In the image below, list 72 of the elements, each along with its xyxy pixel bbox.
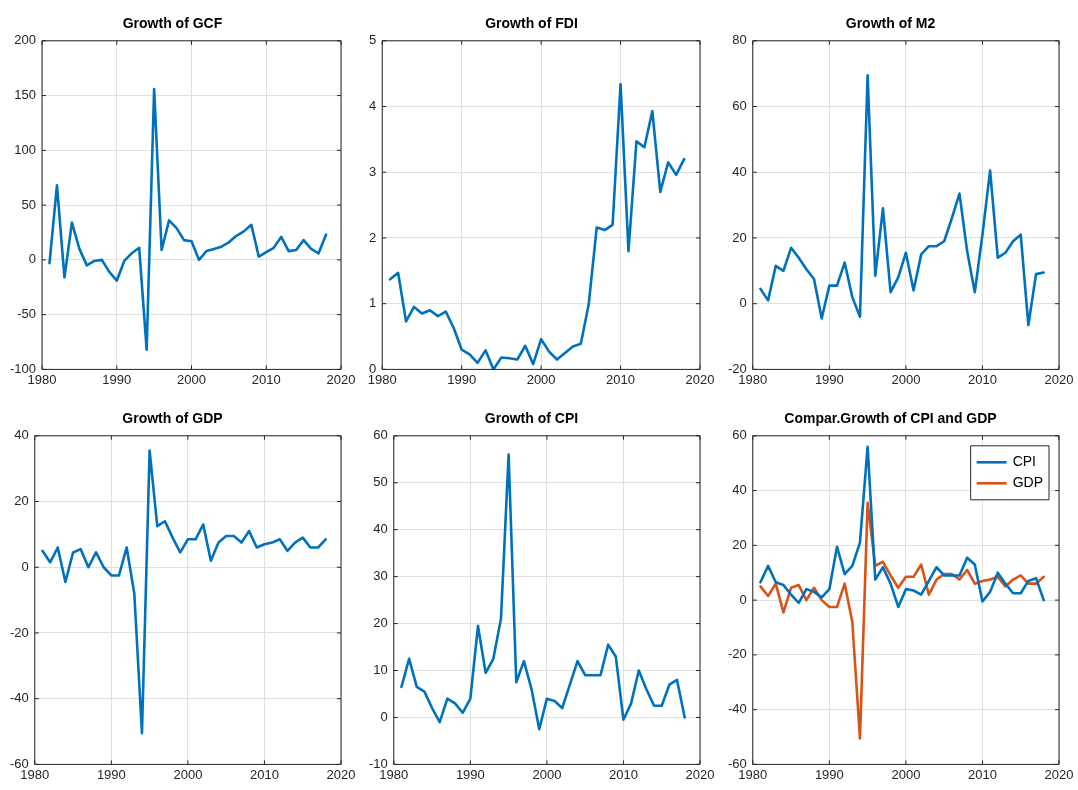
y-tick-label: -20 <box>727 646 747 662</box>
y-tick-label: 60 <box>732 427 747 443</box>
x-tick-label: 2010 <box>967 371 997 387</box>
y-tick-label: 0 <box>21 558 29 574</box>
y-tick-label: -40 <box>727 701 747 717</box>
y-tick-label: 40 <box>373 521 388 537</box>
legend-label: CPI <box>1012 453 1037 470</box>
x-tick-label: 2020 <box>1044 766 1074 782</box>
y-tick-label: 60 <box>732 98 747 114</box>
x-tick-label: 2020 <box>1044 371 1074 387</box>
y-tick-label: -40 <box>9 690 29 706</box>
chart-title: Growth of M2 <box>845 15 936 32</box>
x-tick-label: 1990 <box>814 371 844 387</box>
y-tick-label: 0 <box>369 360 377 376</box>
x-tick-label: 1990 <box>96 766 126 782</box>
chart-title: Growth of GDP <box>122 410 223 427</box>
x-tick-label: 2000 <box>526 371 556 387</box>
x-tick-label: 1990 <box>455 766 485 782</box>
x-tick-label: 2000 <box>532 766 562 782</box>
y-tick-label: 50 <box>21 196 37 212</box>
y-tick-label: 20 <box>14 493 29 509</box>
x-tick-label: 1990 <box>102 371 132 387</box>
chart-title: Compar.Growth of CPI and GDP <box>784 410 997 427</box>
y-tick-label: 10 <box>373 662 388 678</box>
x-tick-label: 2020 <box>326 766 356 782</box>
y-tick-label: -60 <box>9 755 29 771</box>
y-tick-label: 50 <box>373 474 388 490</box>
y-tick-label: 20 <box>373 615 388 631</box>
x-tick-label: 2020 <box>685 371 715 387</box>
y-tick-label: 0 <box>28 251 37 267</box>
y-tick-label: 0 <box>739 295 747 311</box>
x-tick-label: 2020 <box>685 766 715 782</box>
y-tick-label: -100 <box>9 360 37 376</box>
y-tick-label: 3 <box>369 163 377 179</box>
y-tick-label: -60 <box>727 755 747 771</box>
y-tick-label: -10 <box>368 755 388 771</box>
y-tick-label: 5 <box>369 32 377 48</box>
y-tick-label: 0 <box>739 591 747 607</box>
x-tick-label: 2020 <box>326 371 356 387</box>
y-tick-label: -20 <box>727 360 747 376</box>
chart-title: Growth of CPI <box>484 410 579 427</box>
y-tick-label: 40 <box>732 163 747 179</box>
x-tick-label: 2010 <box>967 766 997 782</box>
y-tick-label: 30 <box>373 568 388 584</box>
x-tick-label: 2010 <box>251 371 281 387</box>
x-tick-label: 2000 <box>173 766 203 782</box>
x-tick-label: 2000 <box>891 371 921 387</box>
y-tick-label: 80 <box>732 32 747 48</box>
y-tick-label: 150 <box>14 87 37 103</box>
y-tick-label: 20 <box>732 229 747 245</box>
y-tick-label: -50 <box>17 306 37 322</box>
y-tick-label: 40 <box>732 482 747 498</box>
x-tick-label: 1990 <box>814 766 844 782</box>
y-tick-label: 2 <box>369 229 377 245</box>
y-tick-label: 4 <box>369 98 377 114</box>
x-tick-label: 2010 <box>606 371 636 387</box>
x-tick-label: 2010 <box>608 766 638 782</box>
y-tick-label: 60 <box>373 427 388 443</box>
y-tick-label: -20 <box>9 624 29 640</box>
x-tick-label: 2000 <box>177 371 206 387</box>
y-tick-label: 200 <box>14 32 37 48</box>
x-tick-label: 2000 <box>891 766 921 782</box>
y-tick-label: 40 <box>14 427 29 443</box>
y-tick-label: 100 <box>14 141 37 157</box>
x-tick-label: 2010 <box>249 766 279 782</box>
y-tick-label: 0 <box>380 709 388 725</box>
chart-title: Growth of GCF <box>122 15 223 32</box>
x-tick-label: 1990 <box>447 371 477 387</box>
y-tick-label: 1 <box>369 295 377 311</box>
chart-title: Growth of FDI <box>485 15 578 32</box>
y-tick-label: 20 <box>732 536 747 552</box>
legend-label: GDP <box>1012 474 1044 491</box>
